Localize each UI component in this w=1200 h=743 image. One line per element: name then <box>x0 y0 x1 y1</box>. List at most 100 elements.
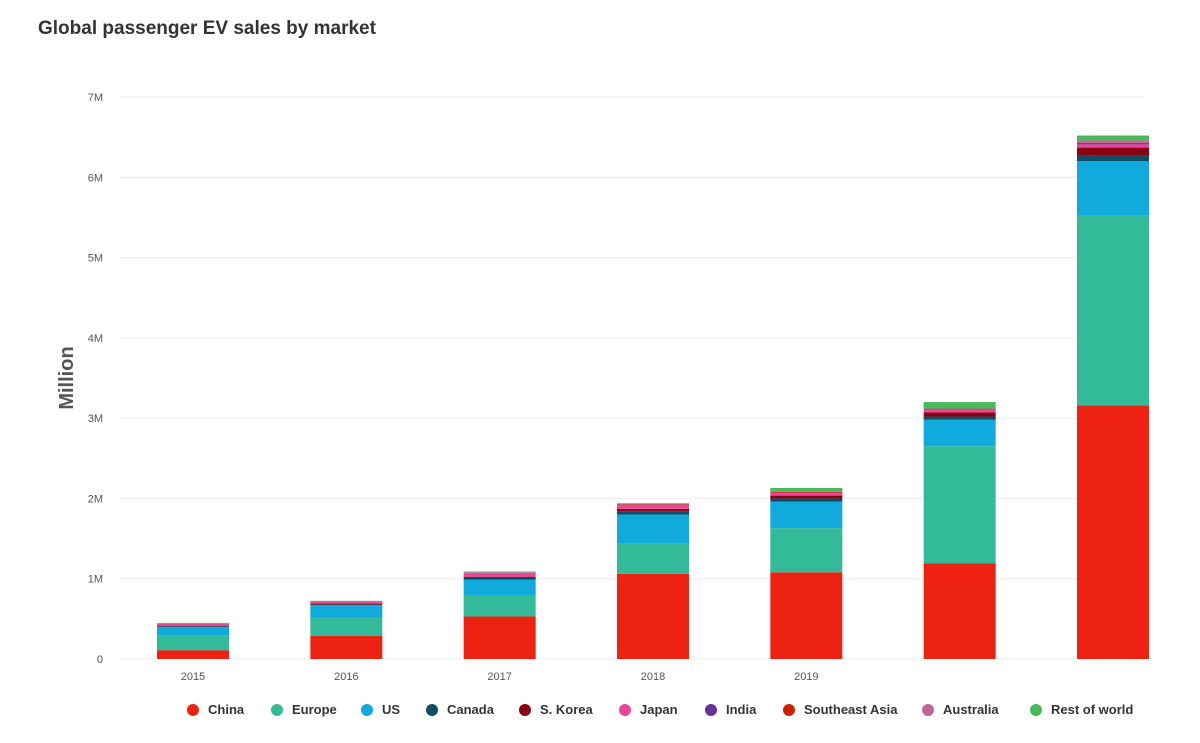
bar-stack-2016 <box>310 600 383 659</box>
bar-us-2015 <box>157 626 229 636</box>
bar-australia-2019 <box>770 491 843 493</box>
bar-europe-2016 <box>310 618 383 636</box>
y-axis-label: Million <box>56 346 78 409</box>
legend-item-southeast-asia[interactable]: Southeast Asia <box>783 702 897 717</box>
bar-australia-2020 <box>923 408 996 410</box>
bar-japan-2021 <box>1077 144 1149 148</box>
bars <box>157 135 1149 659</box>
legend-item-canada[interactable]: Canada <box>426 702 494 717</box>
legend-label: US <box>382 702 401 717</box>
bar-japan-2015 <box>157 623 229 626</box>
bar-europe-2021 <box>1077 215 1149 406</box>
legend: China Europe US Canada S. Korea Japan India Sou… <box>0 702 1200 726</box>
bar-europe-2015 <box>157 635 229 651</box>
legend-item-australia[interactable]: Australia <box>922 702 999 717</box>
bar-canada-2021 <box>1077 155 1149 162</box>
bar-s-korea-2017 <box>463 576 536 578</box>
bar-us-2017 <box>463 579 536 596</box>
bar-japan-2017 <box>463 572 536 577</box>
bar-china-2020 <box>923 563 996 659</box>
bar-s-korea-2020 <box>923 412 996 417</box>
bar-us-2016 <box>310 605 383 619</box>
bar-china-2019 <box>770 572 843 659</box>
y-tick-label: 7M <box>88 92 103 104</box>
y-tick-label: 5M <box>88 253 103 265</box>
bar-us-2021 <box>1077 161 1149 216</box>
bar-china-2015 <box>157 650 229 659</box>
bar-japan-2018 <box>617 504 689 509</box>
bar-australia-2018 <box>617 504 689 505</box>
bar-stack-2021 <box>1077 135 1149 659</box>
bar-s-korea-2016 <box>310 603 383 605</box>
legend-item-japan[interactable]: Japan <box>619 702 678 717</box>
bar-s-korea-2019 <box>770 495 843 499</box>
bar-europe-2018 <box>617 543 689 574</box>
bar-europe-2020 <box>923 446 996 564</box>
bar-s-korea-2021 <box>1077 147 1149 156</box>
bar-china-2018 <box>617 573 689 659</box>
legend-item-rest-of-world[interactable]: Rest of world <box>1030 702 1133 717</box>
legend-label: China <box>208 702 245 717</box>
bar-southeast-asia-2021 <box>1077 142 1149 144</box>
legend-item-china[interactable]: China <box>187 702 244 717</box>
bar-stack-2017 <box>463 571 536 659</box>
y-tick-label: 4M <box>88 333 103 345</box>
bar-stack-2015 <box>157 622 229 659</box>
y-tick-label: 2M <box>88 493 103 505</box>
bar-rest-of-world-2019 <box>770 487 843 492</box>
bar-us-2019 <box>770 501 843 529</box>
y-tick-label: 1M <box>88 574 103 586</box>
legend-label: S. Korea <box>540 702 593 717</box>
legend-item-s-korea[interactable]: S. Korea <box>519 702 593 717</box>
bar-stack-2020 <box>923 402 996 659</box>
x-tick-label: 2015 <box>181 671 205 683</box>
bar-china-2017 <box>463 616 536 659</box>
legend-label: Canada <box>447 702 494 717</box>
bar-rest-of-world-2021 <box>1077 135 1149 141</box>
legend-item-us[interactable]: US <box>361 702 400 717</box>
bar-japan-2020 <box>923 410 996 413</box>
bar-us-2018 <box>617 514 689 544</box>
bar-india-2021 <box>1077 143 1149 145</box>
legend-swatch <box>705 703 717 716</box>
bar-canada-2017 <box>463 577 536 580</box>
bar-rest-of-world-2017 <box>463 571 536 573</box>
legend-swatch <box>361 703 373 716</box>
bar-europe-2017 <box>463 595 536 617</box>
legend-swatch <box>783 703 795 716</box>
y-axis-ticks: 0 1M 2M 3M 4M 5M 6M 7M <box>88 92 103 666</box>
legend-label: Australia <box>943 702 999 717</box>
bar-canada-2015 <box>157 626 229 627</box>
legend-label: Japan <box>640 702 678 717</box>
legend-label: Europe <box>292 702 337 717</box>
legend-swatch <box>922 703 934 716</box>
x-tick-label: 2018 <box>641 671 665 683</box>
bar-southeast-asia-2019 <box>770 492 843 493</box>
legend-swatch <box>271 703 283 716</box>
y-tick-label: 0 <box>97 654 103 666</box>
bar-rest-of-world-2020 <box>923 402 996 409</box>
bar-us-2020 <box>923 419 996 447</box>
legend-label: Southeast Asia <box>804 702 898 717</box>
legend-item-india[interactable]: India <box>705 702 756 717</box>
bar-australia-2021 <box>1077 140 1149 143</box>
bar-canada-2019 <box>770 498 843 502</box>
bar-japan-2016 <box>310 601 383 604</box>
legend-swatch <box>519 703 531 716</box>
legend-item-europe[interactable]: Europe <box>271 702 337 717</box>
stacked-bar-chart: 0 1M 2M 3M 4M 5M 6M 7M Million 2015 2016 2017 2018… <box>56 92 1149 683</box>
bar-s-korea-2015 <box>157 625 229 627</box>
x-tick-label: 2017 <box>487 671 511 683</box>
y-tick-label: 3M <box>88 413 103 425</box>
legend-swatch <box>426 703 438 716</box>
bar-australia-2017 <box>463 572 536 573</box>
legend-swatch <box>619 703 631 716</box>
bar-rest-of-world-2015 <box>157 622 229 624</box>
bar-southeast-asia-2020 <box>923 409 996 411</box>
bar-china-2021 <box>1077 405 1149 659</box>
bar-s-korea-2018 <box>617 508 689 512</box>
bar-china-2016 <box>310 635 383 659</box>
y-tick-label: 6M <box>88 172 103 184</box>
x-axis-ticks: 2015 2016 2017 2018 2019 <box>181 671 819 683</box>
bar-canada-2018 <box>617 511 689 515</box>
